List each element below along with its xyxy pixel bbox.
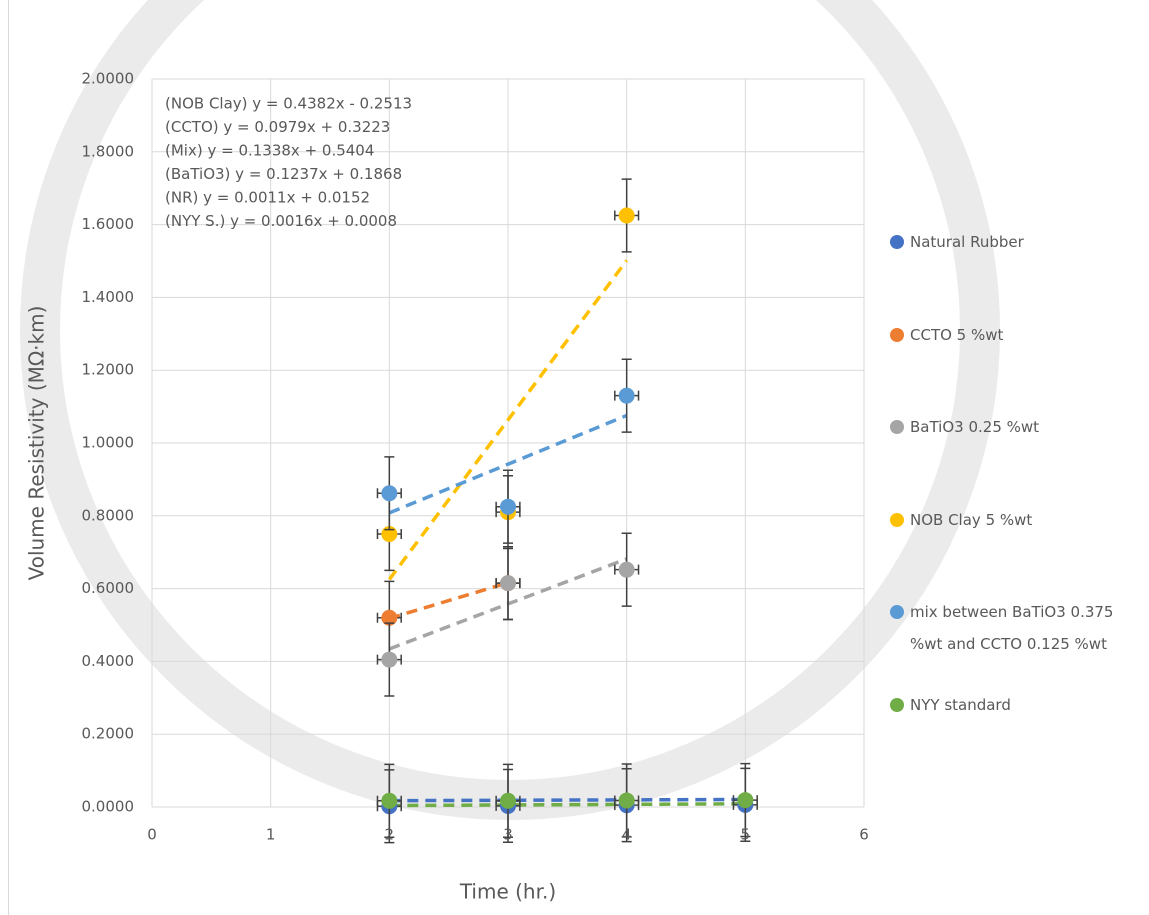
trendline-equation: (Mix) y = 0.1338x + 0.5404 [165, 142, 374, 160]
trendline [389, 802, 746, 808]
legend-item: NYY standard [890, 689, 1011, 721]
legend-label: mix between BaTiO3 0.375 %wt and CCTO 0.… [910, 603, 1114, 653]
y-tick-label: 1.4000 [82, 288, 135, 306]
trendline-equation: (NR) y = 0.0011x + 0.0152 [165, 189, 370, 207]
legend-marker [890, 605, 904, 619]
data-point [500, 792, 516, 809]
legend-label: BaTiO3 0.25 %wt [910, 418, 1040, 436]
legend-item: NOB Clay 5 %wt [890, 504, 1032, 536]
data-point [381, 792, 398, 809]
legend-item: mix between BaTiO3 0.375 %wt and CCTO 0.… [890, 596, 1145, 660]
x-tick-label: 1 [266, 826, 276, 844]
y-tick-label: 0.0000 [82, 798, 135, 816]
legend-marker [890, 698, 904, 712]
x-tick-label: 2 [385, 826, 395, 844]
legend-label: Natural Rubber [910, 233, 1024, 251]
y-tick-label: 2.0000 [82, 70, 135, 88]
data-point [618, 792, 635, 809]
y-tick-label: 1.2000 [82, 361, 135, 379]
trendline-equation: (CCTO) y = 0.0979x + 0.3223 [165, 118, 390, 136]
data-point [381, 651, 398, 668]
legend-item: CCTO 5 %wt [890, 319, 1003, 351]
data-point [381, 609, 398, 626]
x-tick-label: 3 [503, 826, 513, 844]
chart-border [8, 0, 9, 915]
data-point [618, 207, 635, 224]
legend-marker [890, 513, 904, 527]
data-point [500, 498, 516, 515]
data-point [381, 485, 398, 502]
y-tick-label: 1.0000 [82, 434, 135, 452]
y-tick-label: 0.6000 [82, 579, 135, 597]
legend-marker [890, 235, 904, 249]
x-tick-label: 6 [859, 826, 869, 844]
trendline-equation: (BaTiO3) y = 0.1237x + 0.1868 [165, 165, 402, 183]
trendline [389, 797, 746, 803]
y-tick-label: 0.8000 [82, 506, 135, 524]
legend-marker [890, 420, 904, 434]
data-point [618, 387, 635, 404]
x-tick-label: 4 [622, 826, 632, 844]
legend-item: BaTiO3 0.25 %wt [890, 411, 1039, 443]
trendline-equation: (NOB Clay) y = 0.4382x - 0.2513 [165, 95, 412, 113]
y-axis-title: Volume Resistivity (MΩ·km) [25, 306, 49, 581]
legend-label: CCTO 5 %wt [910, 326, 1004, 344]
x-tick-label: 5 [741, 826, 751, 844]
y-tick-label: 0.2000 [82, 725, 135, 743]
data-point [500, 575, 516, 592]
trendline [388, 581, 509, 621]
trendline [388, 413, 628, 515]
y-tick-label: 1.6000 [82, 215, 135, 233]
trendline-equation: (NYY S.) y = 0.0016x + 0.0008 [165, 212, 397, 230]
trendline [387, 259, 629, 581]
legend-item: Natural Rubber [890, 226, 1024, 258]
legend-marker [890, 328, 904, 342]
legend-label: NYY standard [910, 696, 1011, 714]
x-axis-title: Time (hr.) [459, 880, 556, 904]
data-point [737, 792, 754, 809]
y-tick-label: 0.4000 [82, 652, 135, 670]
y-tick-label: 1.8000 [82, 142, 135, 160]
x-tick-label: 0 [147, 826, 157, 844]
data-point [618, 561, 635, 578]
legend-label: NOB Clay 5 %wt [910, 511, 1033, 529]
